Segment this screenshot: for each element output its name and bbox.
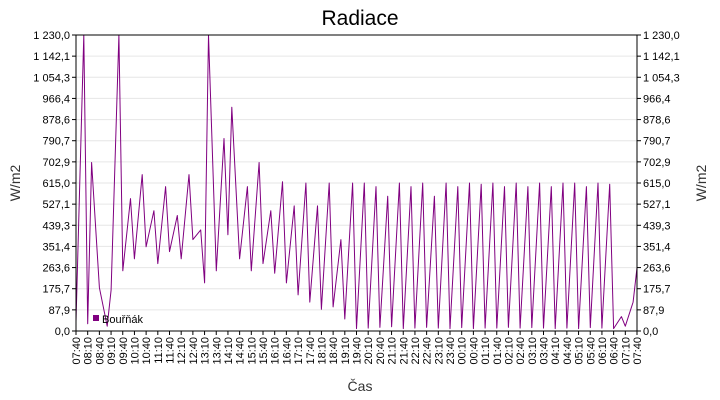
legend-swatch bbox=[93, 315, 99, 321]
y-tick-label-right: 263,6 bbox=[643, 263, 671, 275]
y-tick-label-left: 790,7 bbox=[42, 136, 70, 148]
x-tick-label: 09:40 bbox=[118, 337, 130, 365]
x-tick-label: 14:10 bbox=[223, 337, 235, 365]
x-tick-label: 04:40 bbox=[562, 337, 574, 365]
x-tick-label: 00:10 bbox=[457, 337, 469, 365]
x-tick-label: 13:10 bbox=[200, 337, 212, 365]
y-tick-label-left: 439,3 bbox=[42, 220, 70, 232]
x-tick-label: 21:10 bbox=[387, 337, 399, 365]
y-tick-label-right: 615,0 bbox=[643, 178, 671, 190]
x-tick-label: 10:10 bbox=[129, 337, 141, 365]
y-tick-label-right: 527,1 bbox=[643, 199, 671, 211]
y-tick-label-left: 87,9 bbox=[49, 305, 70, 317]
x-tick-label: 06:40 bbox=[609, 337, 621, 365]
y-tick-label-right: 1 054,3 bbox=[643, 72, 680, 84]
y-tick-label-left: 1 230,0 bbox=[33, 30, 70, 42]
y-tick-label-right: 0,0 bbox=[643, 326, 658, 338]
x-axis-title: Čas bbox=[348, 378, 373, 394]
x-tick-label: 20:40 bbox=[375, 337, 387, 365]
x-tick-label: 03:40 bbox=[539, 337, 551, 365]
x-tick-label: 17:10 bbox=[293, 337, 305, 365]
y-tick-label-right: 439,3 bbox=[643, 220, 671, 232]
grid bbox=[76, 55, 637, 311]
y-tick-label-right: 966,4 bbox=[643, 93, 671, 105]
x-tick-label: 23:10 bbox=[433, 337, 445, 365]
x-tick-label: 17:40 bbox=[305, 337, 317, 365]
x-tick-label: 22:40 bbox=[422, 337, 434, 365]
y-tick-label-left: 0,0 bbox=[55, 326, 70, 338]
x-tick-label: 12:40 bbox=[188, 337, 200, 365]
legend-label: Bouřňák bbox=[102, 314, 143, 326]
x-tick-label: 06:10 bbox=[597, 337, 609, 365]
y-tick-label-left: 966,4 bbox=[42, 93, 70, 105]
y-axis-right: 0,0 87,9 175,7 263,6 351,4 439,3 527,1 615,0 702… bbox=[637, 30, 680, 338]
x-tick-label: 09:10 bbox=[106, 337, 118, 365]
x-tick-label: 04:10 bbox=[550, 337, 562, 365]
x-tick-label: 18:10 bbox=[316, 337, 328, 365]
x-tick-label: 02:10 bbox=[503, 337, 515, 365]
y-tick-label-right: 351,4 bbox=[643, 241, 671, 253]
x-tick-label: 01:40 bbox=[492, 337, 504, 365]
x-tick-label: 16:40 bbox=[281, 337, 293, 365]
x-tick-label: 20:10 bbox=[363, 337, 375, 365]
y-tick-label-left: 1 142,1 bbox=[33, 51, 70, 63]
x-tick-label: 05:10 bbox=[574, 337, 586, 365]
y-axis-left: 0,0 87,9 175,7 263,6 351,4 439,3 527,1 615,0 702… bbox=[33, 30, 76, 338]
y-tick-label-left: 263,6 bbox=[42, 263, 70, 275]
y-axis-title-left: W/m2 bbox=[7, 165, 23, 202]
y-tick-label-right: 175,7 bbox=[643, 284, 671, 296]
y-tick-label-left: 1 054,3 bbox=[33, 72, 70, 84]
y-tick-label-left: 878,6 bbox=[42, 115, 70, 127]
x-tick-label: 11:40 bbox=[165, 337, 177, 364]
x-tick-label: 18:40 bbox=[328, 337, 340, 365]
x-tick-label: 19:10 bbox=[340, 337, 352, 365]
chart-title: Radiace bbox=[321, 7, 398, 30]
x-tick-label: 19:40 bbox=[352, 337, 364, 365]
x-axis: 07:40 08:10 08:40 09:10 09:40 10:10 10:40 11:10… bbox=[71, 331, 644, 365]
y-tick-label-right: 1 142,1 bbox=[643, 51, 680, 63]
x-tick-label: 08:10 bbox=[83, 337, 95, 365]
y-axis-title-right: W/m2 bbox=[693, 165, 709, 202]
y-tick-label-right: 790,7 bbox=[643, 136, 671, 148]
y-tick-label-left: 527,1 bbox=[42, 199, 70, 211]
series-layer bbox=[75, 34, 638, 330]
legend: Bouřňák bbox=[93, 314, 143, 326]
y-tick-label-right: 1 230,0 bbox=[643, 30, 680, 42]
x-tick-label: 01:10 bbox=[480, 337, 492, 365]
x-tick-label: 08:40 bbox=[94, 337, 106, 365]
y-tick-label-right: 878,6 bbox=[643, 115, 671, 127]
x-tick-label: 15:10 bbox=[246, 337, 258, 365]
x-tick-label: 05:40 bbox=[585, 337, 597, 365]
x-tick-label: 07:40 bbox=[71, 337, 83, 365]
x-tick-label: 07:40 bbox=[632, 337, 644, 365]
series-line bbox=[75, 34, 638, 330]
x-tick-label: 11:10 bbox=[153, 337, 165, 364]
x-tick-label: 12:10 bbox=[176, 337, 188, 365]
y-tick-label-left: 615,0 bbox=[42, 178, 70, 190]
x-tick-label: 23:40 bbox=[445, 337, 457, 365]
y-tick-label-left: 351,4 bbox=[42, 241, 70, 253]
x-tick-label: 07:10 bbox=[620, 337, 632, 365]
x-tick-label: 00:40 bbox=[468, 337, 480, 365]
x-tick-label: 03:10 bbox=[527, 337, 539, 365]
x-tick-label: 15:40 bbox=[258, 337, 270, 365]
x-tick-label: 14:40 bbox=[235, 337, 247, 365]
x-tick-label: 10:40 bbox=[141, 337, 153, 365]
x-tick-label: 16:10 bbox=[270, 337, 282, 365]
y-tick-label-left: 702,9 bbox=[42, 157, 70, 169]
x-tick-label: 21:40 bbox=[398, 337, 410, 365]
x-tick-label: 13:40 bbox=[211, 337, 223, 365]
x-tick-label: 22:10 bbox=[410, 337, 422, 365]
y-tick-label-right: 87,9 bbox=[643, 305, 664, 317]
x-tick-label: 02:40 bbox=[515, 337, 527, 365]
y-tick-label-right: 702,9 bbox=[643, 157, 671, 169]
y-tick-label-left: 175,7 bbox=[42, 284, 70, 296]
